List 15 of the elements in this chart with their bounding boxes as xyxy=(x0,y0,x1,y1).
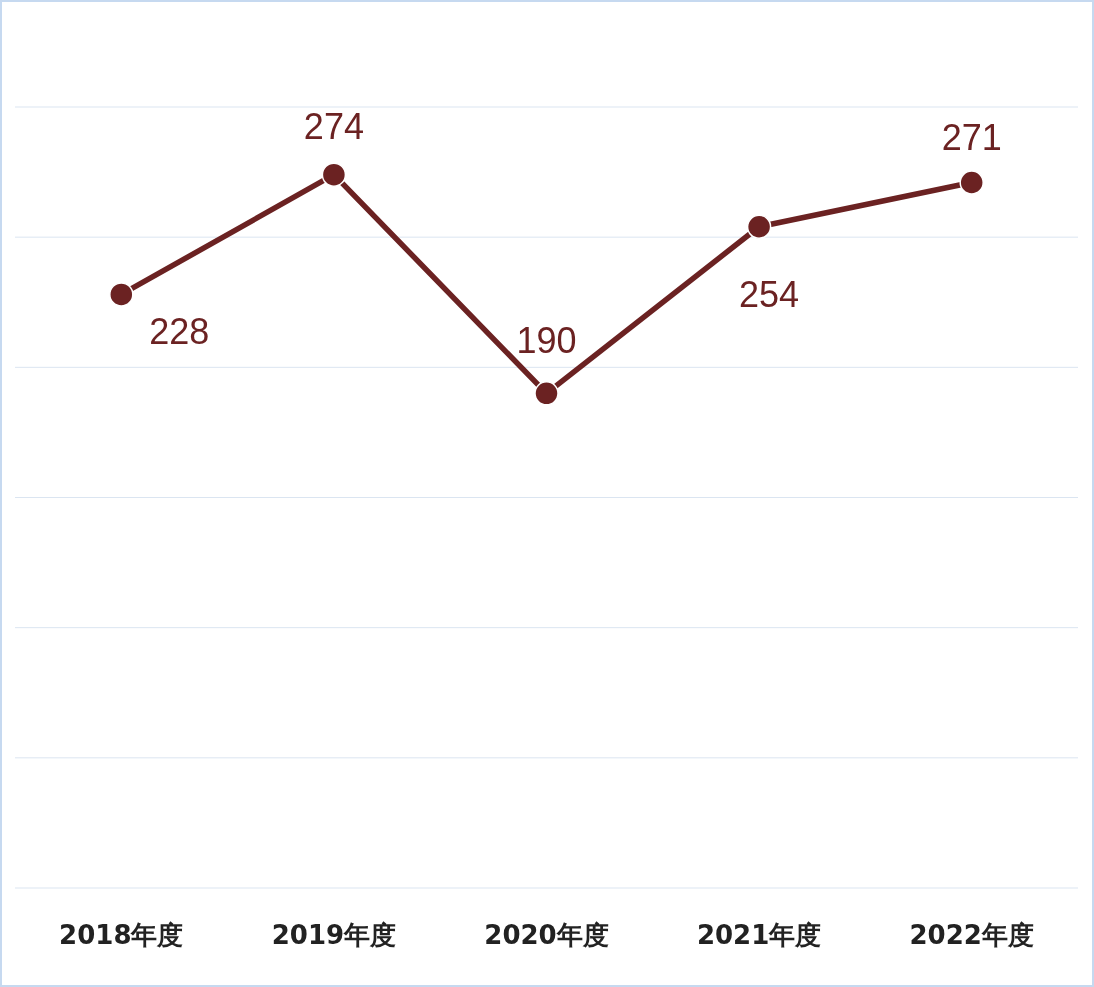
x-tick-label: 2020年度 xyxy=(484,920,609,950)
point xyxy=(746,214,772,239)
data-label: 271 xyxy=(941,117,1002,159)
data-label: 254 xyxy=(739,273,800,315)
x-tick-label: 2019年度 xyxy=(271,920,397,950)
point xyxy=(959,170,984,195)
data-label: 228 xyxy=(149,311,210,353)
point xyxy=(321,162,347,187)
point xyxy=(109,282,134,307)
x-tick-label: 2018年度 xyxy=(59,920,184,950)
data-label: 274 xyxy=(303,105,364,147)
data-label: 190 xyxy=(516,320,577,362)
x-tick-label: 2021年度 xyxy=(696,920,822,950)
point xyxy=(534,381,559,406)
x-tick-label: 2022年度 xyxy=(909,920,1034,950)
